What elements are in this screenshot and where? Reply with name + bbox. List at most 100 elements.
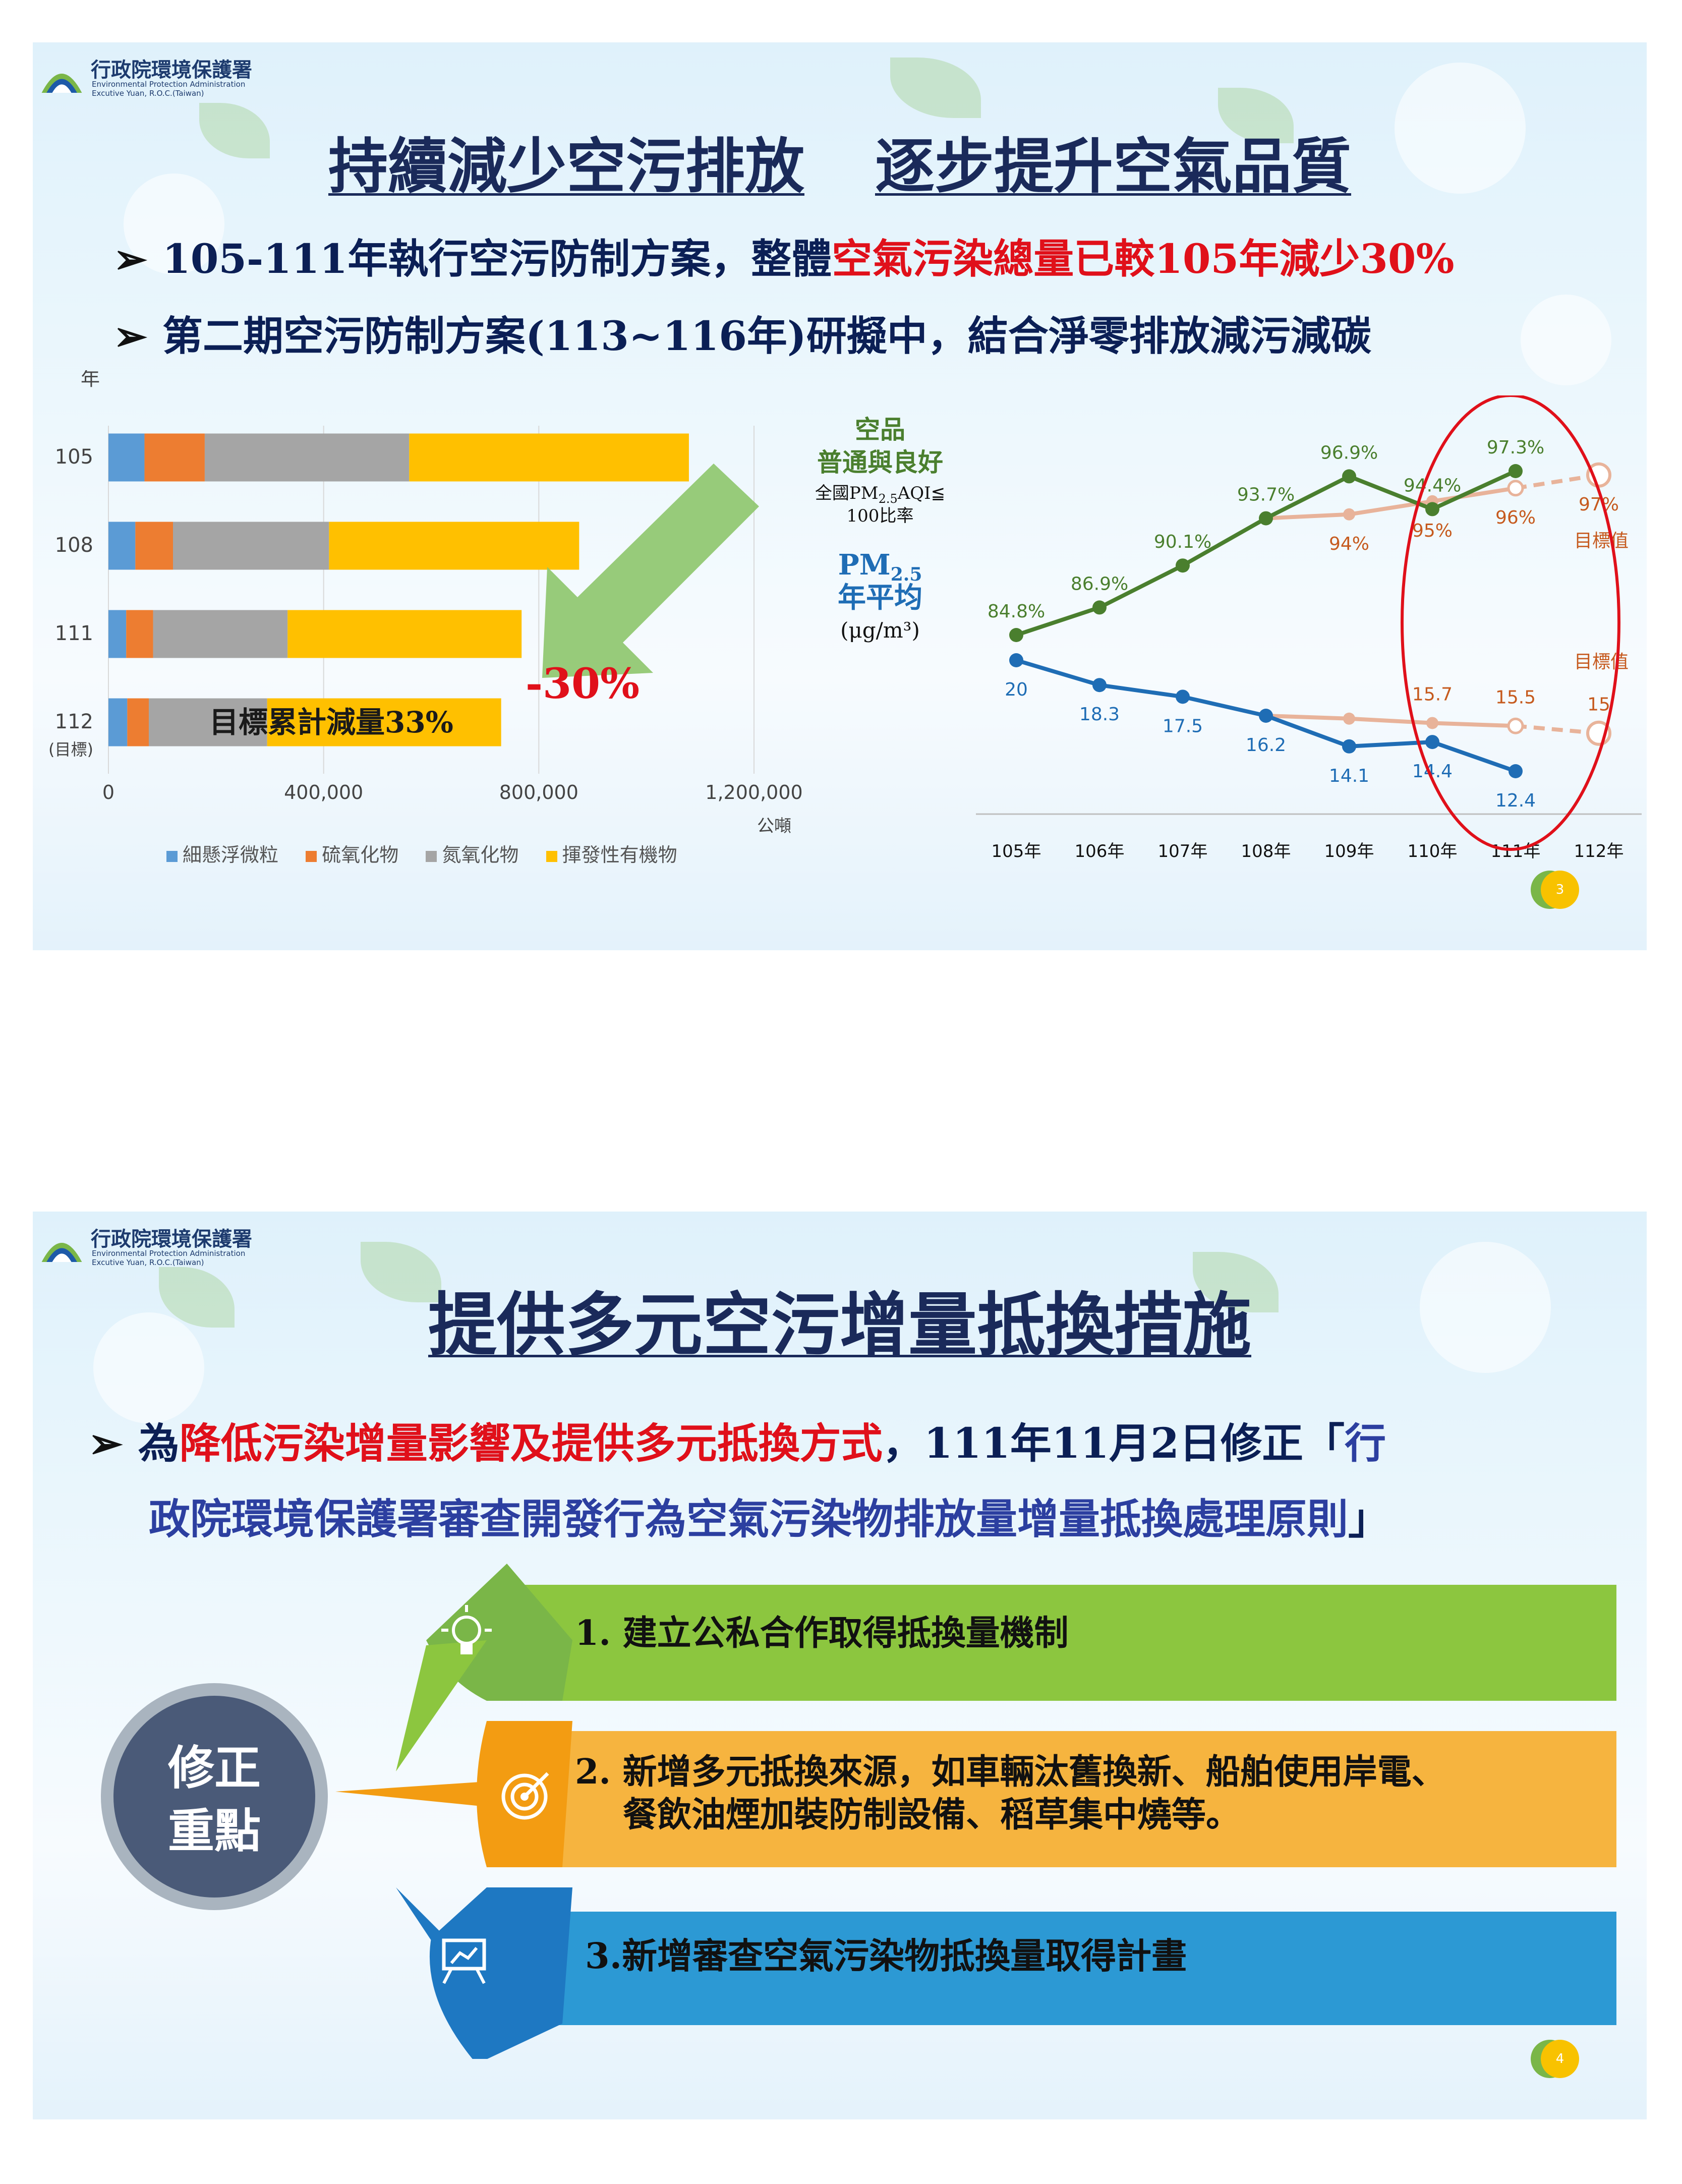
presentation-icon <box>442 1938 486 1984</box>
series-line-segment <box>1015 658 1100 687</box>
series-line-segment <box>1098 563 1184 609</box>
x-tick-label: 105年 <box>992 841 1041 861</box>
page-number: 4 <box>1556 2051 1564 2066</box>
bar-segment <box>267 698 501 746</box>
page-number: 3 <box>1556 882 1564 897</box>
target-label-2: 目標值 <box>1574 652 1629 672</box>
x-tick-label: 108年 <box>1241 841 1291 861</box>
bar-segment <box>108 522 136 570</box>
data-label: 20 <box>1005 679 1028 700</box>
bar-segment <box>126 610 153 658</box>
series-point <box>1092 600 1107 615</box>
data-label: 17.5 <box>1163 716 1203 736</box>
bullet-1: ➢ 105-111年執行空污防制方案，整體空氣污染總量已較105年減少30% <box>113 235 1455 282</box>
y-tick-label: 111 <box>55 622 93 645</box>
series-line-segment <box>1432 721 1516 728</box>
focus-diagram: 修正 重點 <box>101 1564 1616 2059</box>
org-name-en: Environmental Protection Administration … <box>92 80 246 98</box>
bar-segment <box>149 698 267 746</box>
x-tick-label: 112年 <box>1574 841 1624 861</box>
data-label: 14.1 <box>1329 766 1369 786</box>
series-point <box>1342 469 1356 484</box>
legend-item: 硫氧化物 <box>306 844 398 866</box>
series-point <box>1009 628 1023 642</box>
slide-1: 行政院環境保護署 Environmental Protection Admini… <box>33 42 1647 950</box>
series-line-segment <box>1431 469 1517 511</box>
y-tick-label: 112 <box>55 710 93 733</box>
aq-label-line4: 100比率 <box>847 506 914 526</box>
bar-segment <box>135 522 173 570</box>
series-point <box>1425 735 1439 750</box>
epa-logo-mark <box>41 1243 82 1262</box>
bar-segment <box>108 610 127 658</box>
x-tick-label: 109年 <box>1324 841 1374 861</box>
pm-label-line2: 年平均 <box>838 581 922 614</box>
org-name-en: Environmental Protection Administration … <box>92 1249 246 1267</box>
x-tick-label: 800,000 <box>499 781 578 803</box>
item-3-text: 3.新增審查空氣污染物抵換量取得計畫 <box>585 1935 1187 1977</box>
item-2-text-line1: 2. 新增多元抵換來源，如車輛汰舊換新、船舶使用岸電、 <box>575 1752 1446 1792</box>
series-point <box>1426 717 1438 729</box>
focus-label-1: 修正 <box>168 1741 261 1795</box>
series-point <box>1343 712 1355 725</box>
x-tick-label: 400,000 <box>284 781 363 803</box>
data-label: 94.4% <box>1404 475 1461 496</box>
pm-label-line3: (μg/m³) <box>840 618 920 643</box>
series-point <box>1176 689 1190 704</box>
bullet-1: ➢ 為降低污染增量影響及提供多元抵換方式，111年11月2日修正「行 政院環境保護… <box>88 1406 1389 1557</box>
item-1-text: 1. 建立公私合作取得抵換量機制 <box>575 1613 1069 1653</box>
series-line-segment <box>1265 512 1350 521</box>
series-point <box>1092 678 1107 693</box>
legend-item: 揮發性有機物 <box>546 844 677 866</box>
data-label: 15.5 <box>1495 687 1536 708</box>
y-tick-label: 105 <box>55 445 93 469</box>
lightbulb-icon <box>441 1605 492 1654</box>
data-label: 97% <box>1579 494 1619 515</box>
pm-label-line1: PM2.5 <box>838 548 922 585</box>
item-bar-2 <box>512 1731 1616 1867</box>
aq-label-aqi: AQI≦ <box>897 483 945 503</box>
arrow-bullet-icon: ➢ <box>88 1419 123 1468</box>
data-label: 95% <box>1412 521 1453 541</box>
series-point <box>1343 508 1355 521</box>
series-point <box>1507 480 1524 497</box>
bar-segment <box>173 522 329 570</box>
data-label: 96.9% <box>1320 442 1378 463</box>
data-label: 15 <box>1587 695 1610 715</box>
pointer-shard-1 <box>396 1640 487 1771</box>
series-line-segment <box>1431 740 1517 773</box>
series-line-segment <box>1432 486 1516 503</box>
y-tick-sublabel: (目標) <box>48 740 93 759</box>
bar-segment <box>127 698 149 746</box>
bar-segment <box>329 522 579 570</box>
series-point <box>1259 511 1273 526</box>
series-line-segment <box>1182 695 1266 718</box>
bar-segment <box>153 610 288 658</box>
x-tick-label: 107年 <box>1158 841 1208 861</box>
x-tick-label: 106年 <box>1075 841 1125 861</box>
series-point <box>1176 558 1190 573</box>
aq-label-line2: 普通與良好 <box>817 447 943 477</box>
data-label: 16.2 <box>1246 735 1286 756</box>
legend-item: 氮氧化物 <box>426 844 518 866</box>
data-label: 86.9% <box>1071 573 1128 594</box>
series-line-segment <box>1265 714 1350 749</box>
x-tick-label: 1,200,000 <box>705 781 802 803</box>
pm-label-pm: PM <box>838 548 891 582</box>
series-point <box>1342 739 1356 754</box>
series-point <box>1507 717 1524 734</box>
aq-label-line3: 全國PM2.5AQI≦ <box>815 483 945 506</box>
data-label: 93.7% <box>1237 485 1295 505</box>
x-axis-unit: 公噸 <box>757 816 791 836</box>
series-point <box>1425 502 1439 516</box>
arrow-bullet-icon: ➢ <box>113 312 148 360</box>
series-point <box>1259 709 1273 723</box>
series-line-segment <box>1265 474 1350 521</box>
data-label: 90.1% <box>1154 532 1211 552</box>
aq-label-line1: 空品 <box>855 415 905 444</box>
series-point <box>1509 464 1523 478</box>
series-point <box>1509 764 1523 778</box>
y-tick-label: 108 <box>55 534 93 557</box>
data-label: 96% <box>1495 507 1536 528</box>
